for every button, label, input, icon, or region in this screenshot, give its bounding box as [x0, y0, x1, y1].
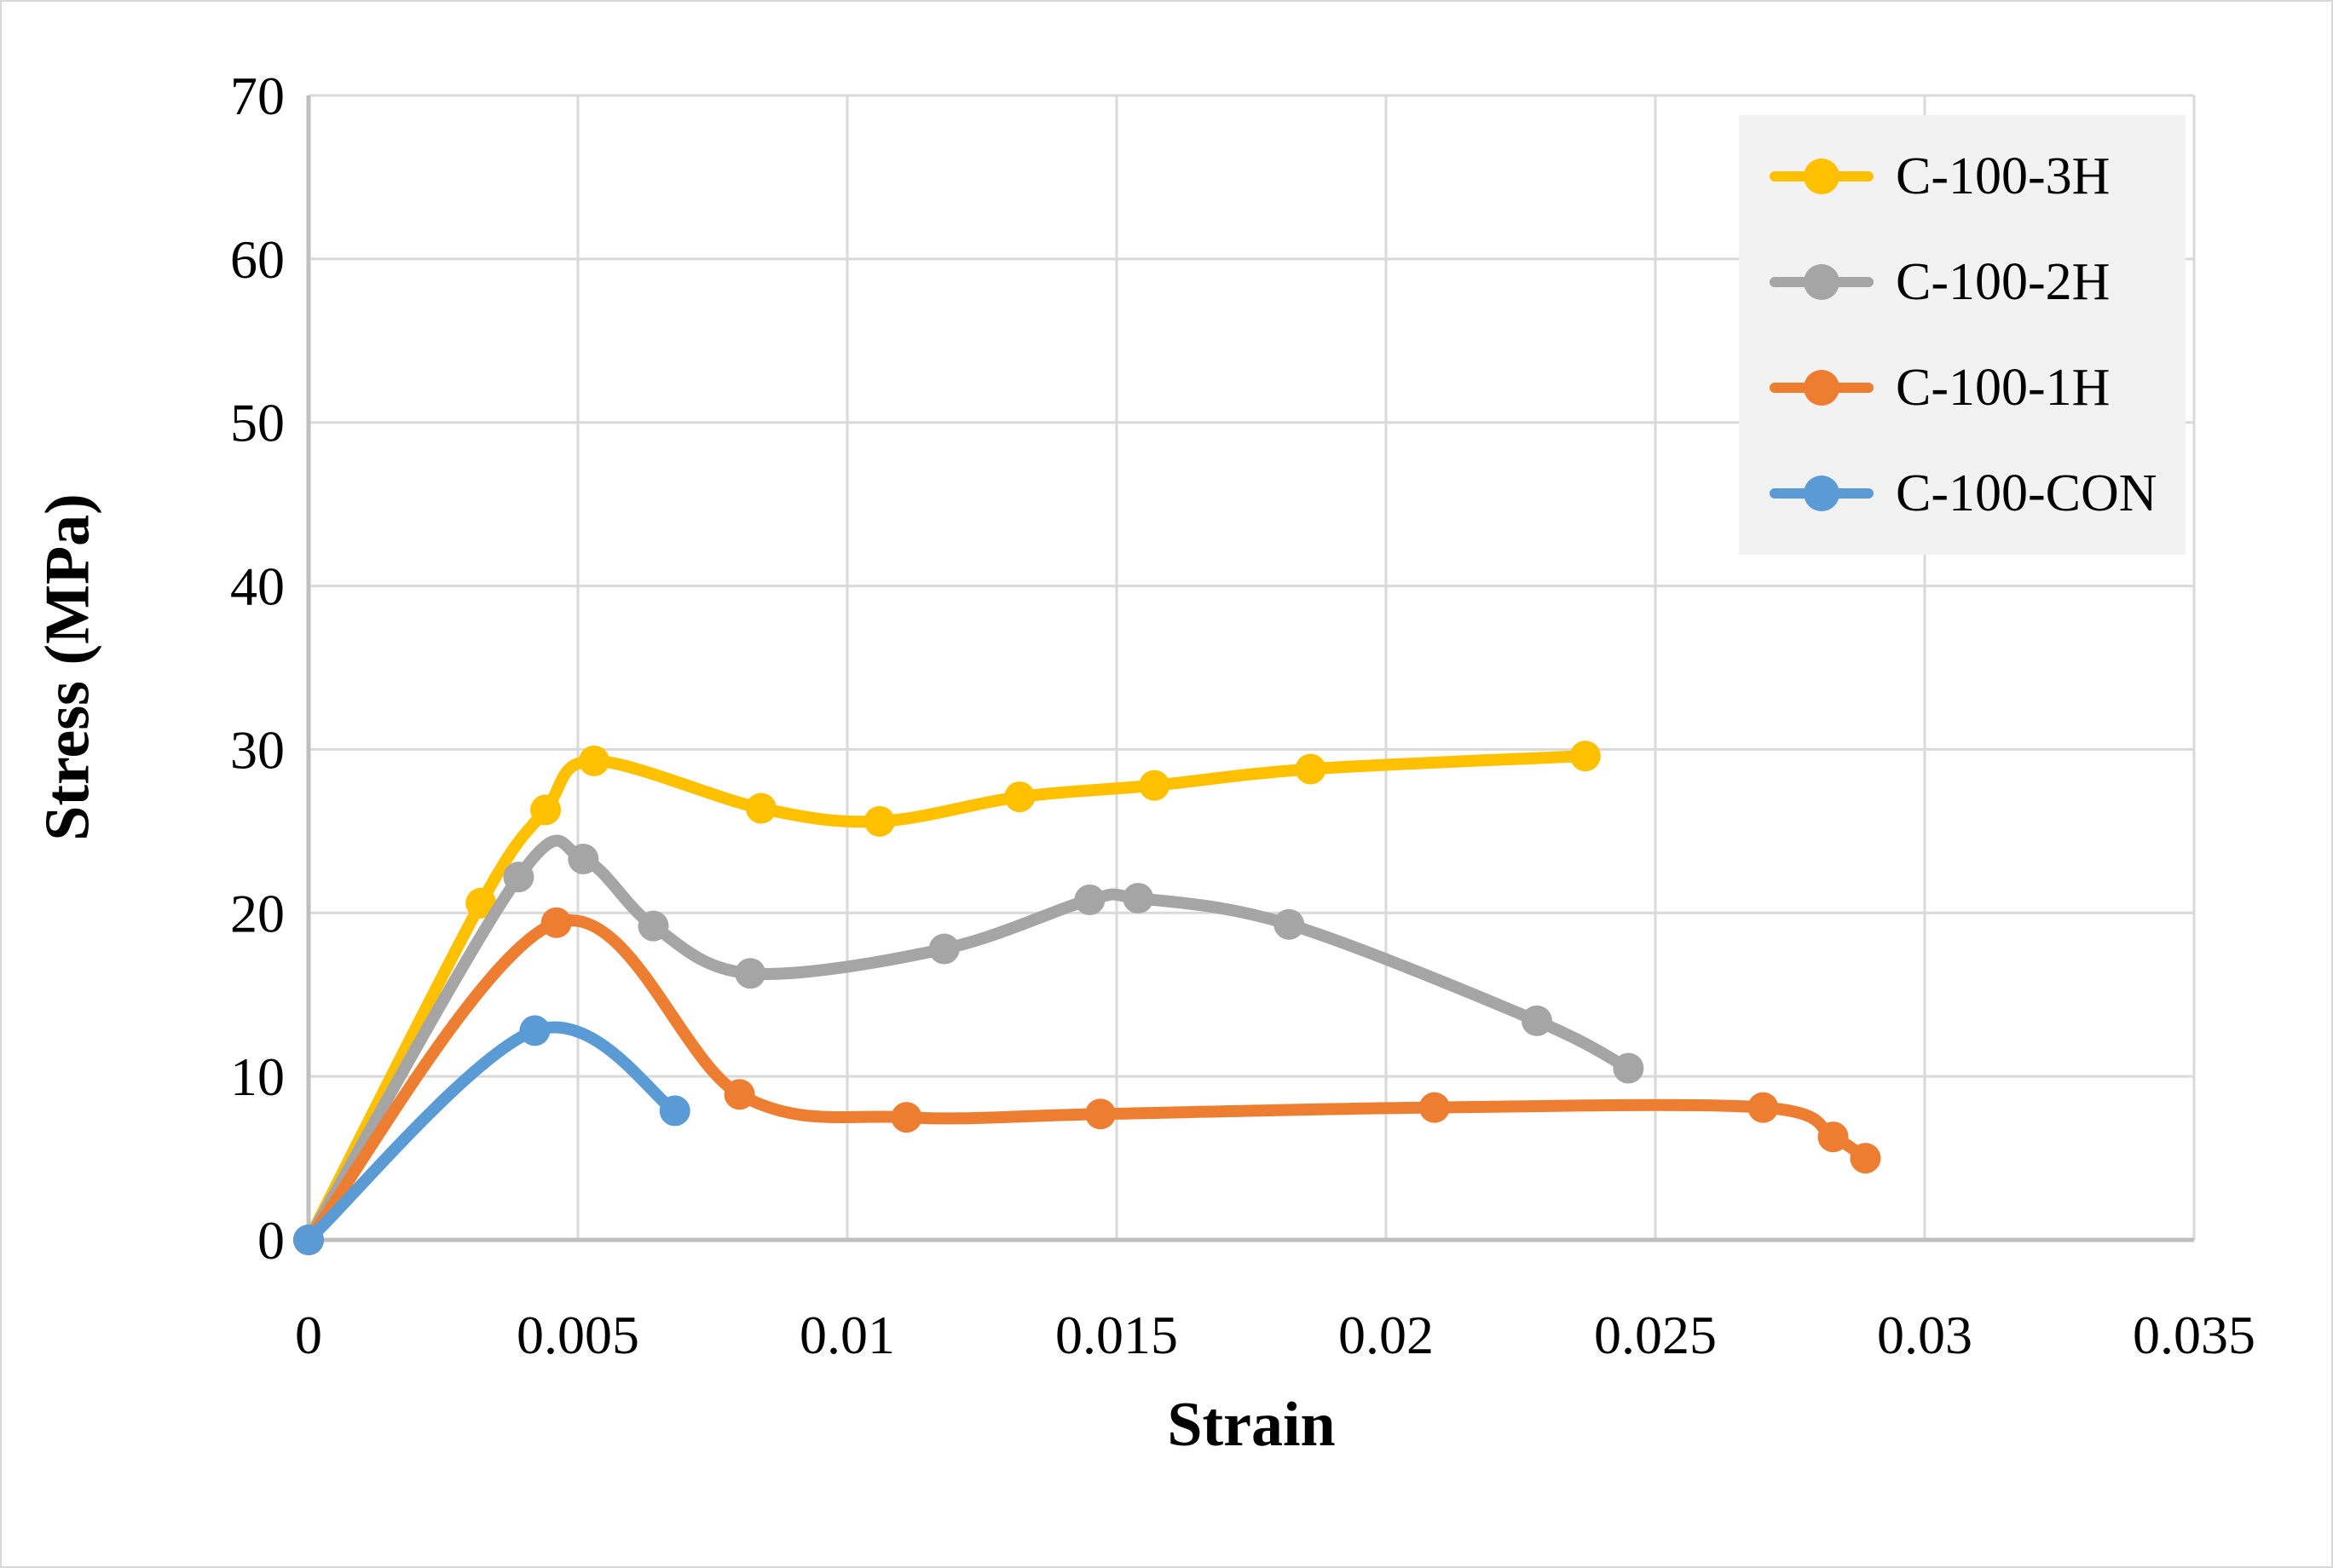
series-marker-C-100-CON: [519, 1015, 551, 1046]
series-marker-C-100-3H: [465, 887, 497, 919]
series-marker-C-100-CON: [659, 1095, 690, 1127]
y-tick-label: 0: [257, 1210, 285, 1271]
y-tick-label: 70: [230, 66, 285, 126]
y-tick-label: 30: [230, 719, 285, 780]
y-tick-label: 50: [230, 393, 285, 453]
series-marker-C-100-2H: [638, 910, 669, 942]
series-marker-C-100-3H: [1295, 753, 1326, 785]
legend-line-marker-icon: [1770, 264, 1874, 300]
series-marker-C-100-3H: [745, 793, 777, 824]
series-marker-C-100-2H: [1123, 883, 1154, 914]
x-axis-title: Strain: [1167, 1390, 1336, 1460]
x-tick-label: 0.005: [517, 1305, 639, 1365]
legend-label: C-100-1H: [1896, 359, 2111, 417]
legend-item-c-100-2h: C-100-2H: [1739, 256, 2186, 308]
legend-line-marker-icon: [1770, 476, 1874, 511]
legend-item-c-100-con: C-100-CON: [1739, 467, 2186, 520]
legend-label: C-100-2H: [1896, 253, 2111, 311]
x-tick-label: 0: [295, 1305, 322, 1365]
series-marker-C-100-3H: [530, 794, 562, 826]
series-marker-C-100-2H: [1273, 908, 1305, 940]
series-marker-C-100-1H: [1085, 1098, 1117, 1130]
series-marker-C-100-2H: [568, 843, 599, 874]
series-marker-C-100-1H: [1850, 1143, 1881, 1174]
legend-label: C-100-3H: [1896, 147, 2111, 205]
series-marker-C-100-3H: [1139, 770, 1170, 801]
series-marker-C-100-2H: [928, 933, 960, 965]
series-marker-C-100-1H: [1747, 1092, 1779, 1123]
y-axis-title: Stress (MPa): [32, 493, 103, 841]
series-marker-C-100-1H: [540, 907, 572, 938]
y-tick-label: 10: [230, 1046, 285, 1107]
chart-legend: C-100-3H C-100-2H C-100-1H C-100-CON: [1739, 115, 2186, 555]
legend-label: C-100-CON: [1896, 464, 2157, 522]
series-marker-C-100-2H: [503, 862, 534, 893]
series-line-C-100-3H: [303, 750, 1591, 1246]
series-marker-C-100-1H: [724, 1079, 755, 1110]
series-marker-C-100-1H: [891, 1102, 922, 1133]
series-marker-C-100-3H: [1569, 741, 1601, 772]
x-tick-label: 0.035: [2133, 1305, 2255, 1365]
series-marker-C-100-2H: [1613, 1052, 1644, 1084]
legend-item-c-100-1h: C-100-1H: [1739, 361, 2186, 414]
series-marker-C-100-1H: [1817, 1121, 1849, 1153]
series-marker-C-100-3H: [1004, 781, 1036, 813]
x-tick-label: 0.02: [1338, 1305, 1434, 1365]
x-tick-label: 0.03: [1877, 1305, 1972, 1365]
series-marker-C-100-2H: [735, 958, 766, 989]
legend-line-marker-icon: [1770, 159, 1874, 194]
x-tick-label: 0.025: [1594, 1305, 1717, 1365]
legend-item-c-100-3h: C-100-3H: [1739, 150, 2186, 203]
x-tick-label: 0.01: [800, 1305, 895, 1365]
series-marker-C-100-1H: [1418, 1092, 1450, 1123]
y-tick-label: 20: [230, 883, 285, 943]
legend-line-marker-icon: [1770, 370, 1874, 406]
series-marker-C-100-3H: [578, 745, 609, 776]
y-tick-label: 40: [230, 556, 285, 617]
x-tick-label: 0.015: [1055, 1305, 1178, 1365]
series-marker-C-100-2H: [1521, 1005, 1552, 1036]
series-marker-C-100-3H: [863, 805, 895, 837]
series-marker-C-100-2H: [1074, 884, 1106, 915]
series-marker-C-100-CON: [293, 1225, 324, 1255]
series-line-C-100-2H: [303, 834, 1635, 1246]
y-tick-label: 60: [230, 229, 285, 290]
